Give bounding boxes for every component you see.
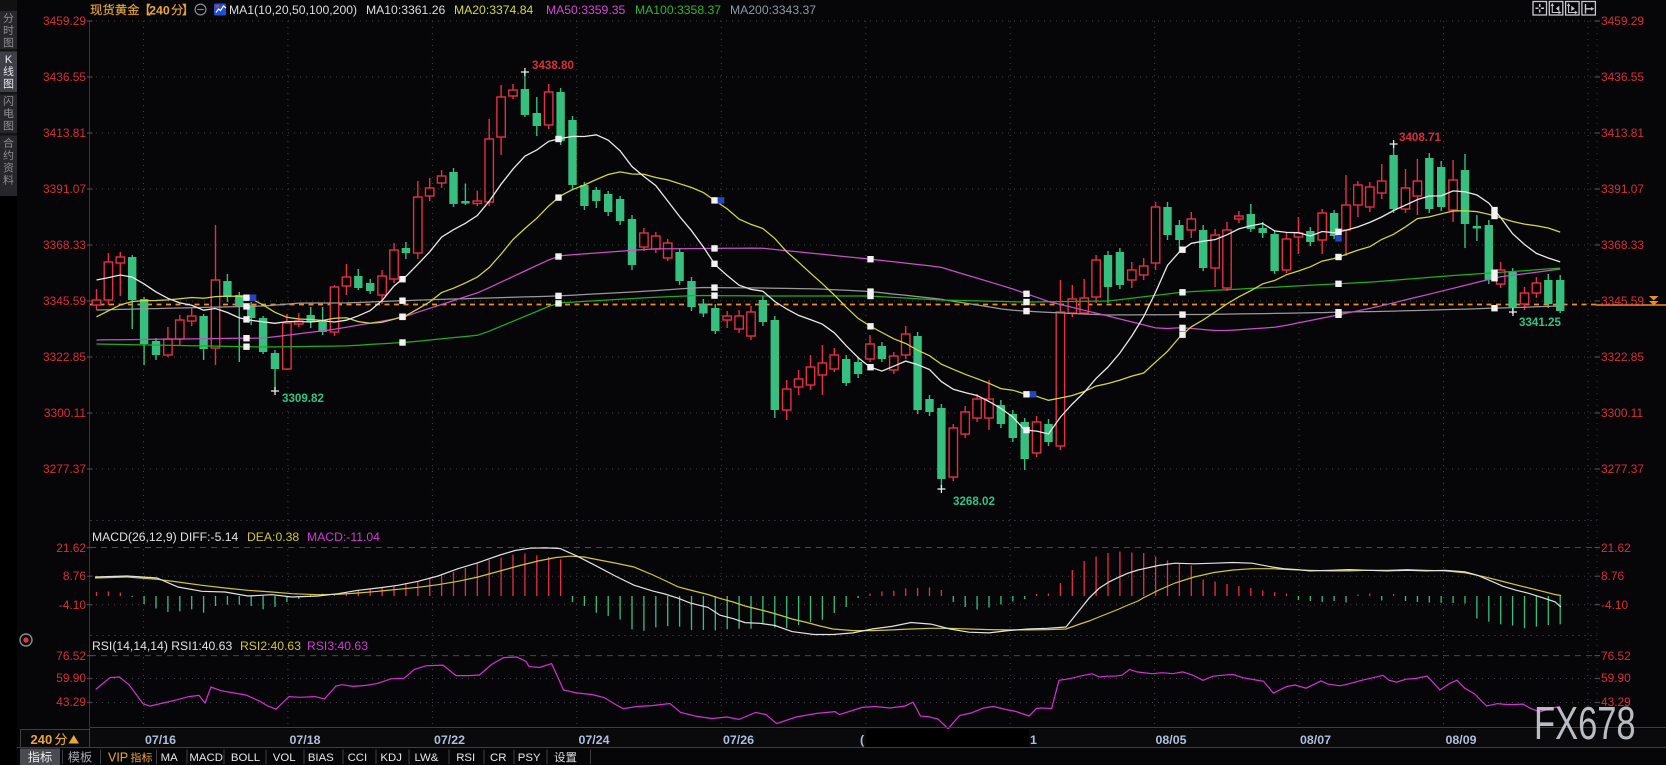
svg-text:MA: MA xyxy=(161,752,178,764)
svg-text:3277.37: 3277.37 xyxy=(43,462,86,476)
svg-text:3277.37: 3277.37 xyxy=(1601,462,1644,476)
svg-text:BIAS: BIAS xyxy=(308,752,334,764)
svg-text:1: 1 xyxy=(1030,733,1037,747)
svg-text:3300.11: 3300.11 xyxy=(44,406,86,420)
svg-text:RSI3:40.63: RSI3:40.63 xyxy=(307,639,368,653)
svg-text:3436.55: 3436.55 xyxy=(43,70,86,84)
svg-text:3368.33: 3368.33 xyxy=(1601,238,1644,252)
svg-text:CCI: CCI xyxy=(348,752,368,764)
svg-text:3413.81: 3413.81 xyxy=(1601,126,1644,140)
svg-text:LW&: LW& xyxy=(414,752,438,764)
svg-text:3459.29: 3459.29 xyxy=(1601,14,1644,28)
svg-text:MA1(10,20,50,100,200): MA1(10,20,50,100,200) xyxy=(229,3,357,17)
svg-text:59.90: 59.90 xyxy=(1601,671,1631,685)
svg-text:07/22: 07/22 xyxy=(434,733,465,747)
svg-text:3322.85: 3322.85 xyxy=(43,350,86,364)
svg-text:RSI(14,14,14) RSI1:40.63: RSI(14,14,14) RSI1:40.63 xyxy=(92,639,232,653)
svg-text:3345.59: 3345.59 xyxy=(43,294,86,308)
svg-text:21.62: 21.62 xyxy=(1601,541,1631,555)
svg-text:59.90: 59.90 xyxy=(56,671,86,685)
svg-text:3322.85: 3322.85 xyxy=(1601,350,1644,364)
svg-text:DEA:0.38: DEA:0.38 xyxy=(247,530,299,544)
svg-text:3438.80: 3438.80 xyxy=(532,59,574,72)
svg-text:08/09: 08/09 xyxy=(1446,733,1477,747)
svg-text:21.62: 21.62 xyxy=(56,541,86,555)
svg-text:43.29: 43.29 xyxy=(1601,695,1631,709)
svg-text:BOLL: BOLL xyxy=(231,752,260,764)
svg-text:3341.25: 3341.25 xyxy=(1519,316,1561,329)
svg-text:43.29: 43.29 xyxy=(56,695,86,709)
svg-text:MACD: MACD xyxy=(189,752,223,764)
svg-text:KDJ: KDJ xyxy=(380,752,402,764)
svg-text:3368.33: 3368.33 xyxy=(43,238,86,252)
svg-text:3391.07: 3391.07 xyxy=(43,182,86,196)
svg-text:-4.10: -4.10 xyxy=(1601,598,1628,612)
svg-text:FX678: FX678 xyxy=(1534,697,1636,749)
svg-text:3300.11: 3300.11 xyxy=(1601,406,1643,420)
svg-text:8.76: 8.76 xyxy=(1601,569,1625,583)
svg-text:CR: CR xyxy=(490,752,506,764)
svg-text:MACD(26,12,9) DIFF:-5.14: MACD(26,12,9) DIFF:-5.14 xyxy=(92,530,239,544)
svg-text:RSI: RSI xyxy=(456,752,475,764)
svg-text:8.76: 8.76 xyxy=(63,569,87,583)
svg-text:07/24: 07/24 xyxy=(579,733,610,747)
svg-text:3436.55: 3436.55 xyxy=(1601,70,1644,84)
svg-text:3459.29: 3459.29 xyxy=(43,14,86,28)
svg-text:07/18: 07/18 xyxy=(290,733,321,747)
svg-text:08/07: 08/07 xyxy=(1300,733,1331,747)
svg-text:PSY: PSY xyxy=(518,752,541,764)
svg-text:MA200:3343.37: MA200:3343.37 xyxy=(730,3,816,17)
svg-text:MA20:3374.84: MA20:3374.84 xyxy=(454,3,534,17)
svg-text:240: 240 xyxy=(31,732,53,747)
svg-text:3413.81: 3413.81 xyxy=(43,126,86,140)
svg-text:3309.82: 3309.82 xyxy=(282,392,324,405)
svg-text:MACD:-11.04: MACD:-11.04 xyxy=(307,530,380,544)
svg-text:3268.02: 3268.02 xyxy=(953,495,995,508)
svg-text:MA50:3359.35: MA50:3359.35 xyxy=(546,3,626,17)
svg-text:76.52: 76.52 xyxy=(1601,649,1631,663)
svg-text:08/05: 08/05 xyxy=(1156,733,1187,747)
svg-text:07/16: 07/16 xyxy=(145,733,176,747)
svg-text:3408.71: 3408.71 xyxy=(1399,131,1441,144)
svg-text:240: 240 xyxy=(149,3,170,17)
svg-text:MA100:3358.37: MA100:3358.37 xyxy=(635,3,721,17)
svg-text:3345.59: 3345.59 xyxy=(1601,294,1644,308)
svg-text:(: ( xyxy=(860,733,865,747)
svg-text:K: K xyxy=(5,54,13,66)
svg-text:-4.10: -4.10 xyxy=(59,598,86,612)
svg-text:07/26: 07/26 xyxy=(723,733,754,747)
svg-text:MA10:3361.26: MA10:3361.26 xyxy=(366,3,446,17)
svg-text:VOL: VOL xyxy=(273,752,296,764)
svg-text:VIP: VIP xyxy=(108,751,128,765)
svg-text:76.52: 76.52 xyxy=(56,649,86,663)
svg-text:RSI2:40.63: RSI2:40.63 xyxy=(240,639,301,653)
svg-text:3391.07: 3391.07 xyxy=(1601,182,1644,196)
